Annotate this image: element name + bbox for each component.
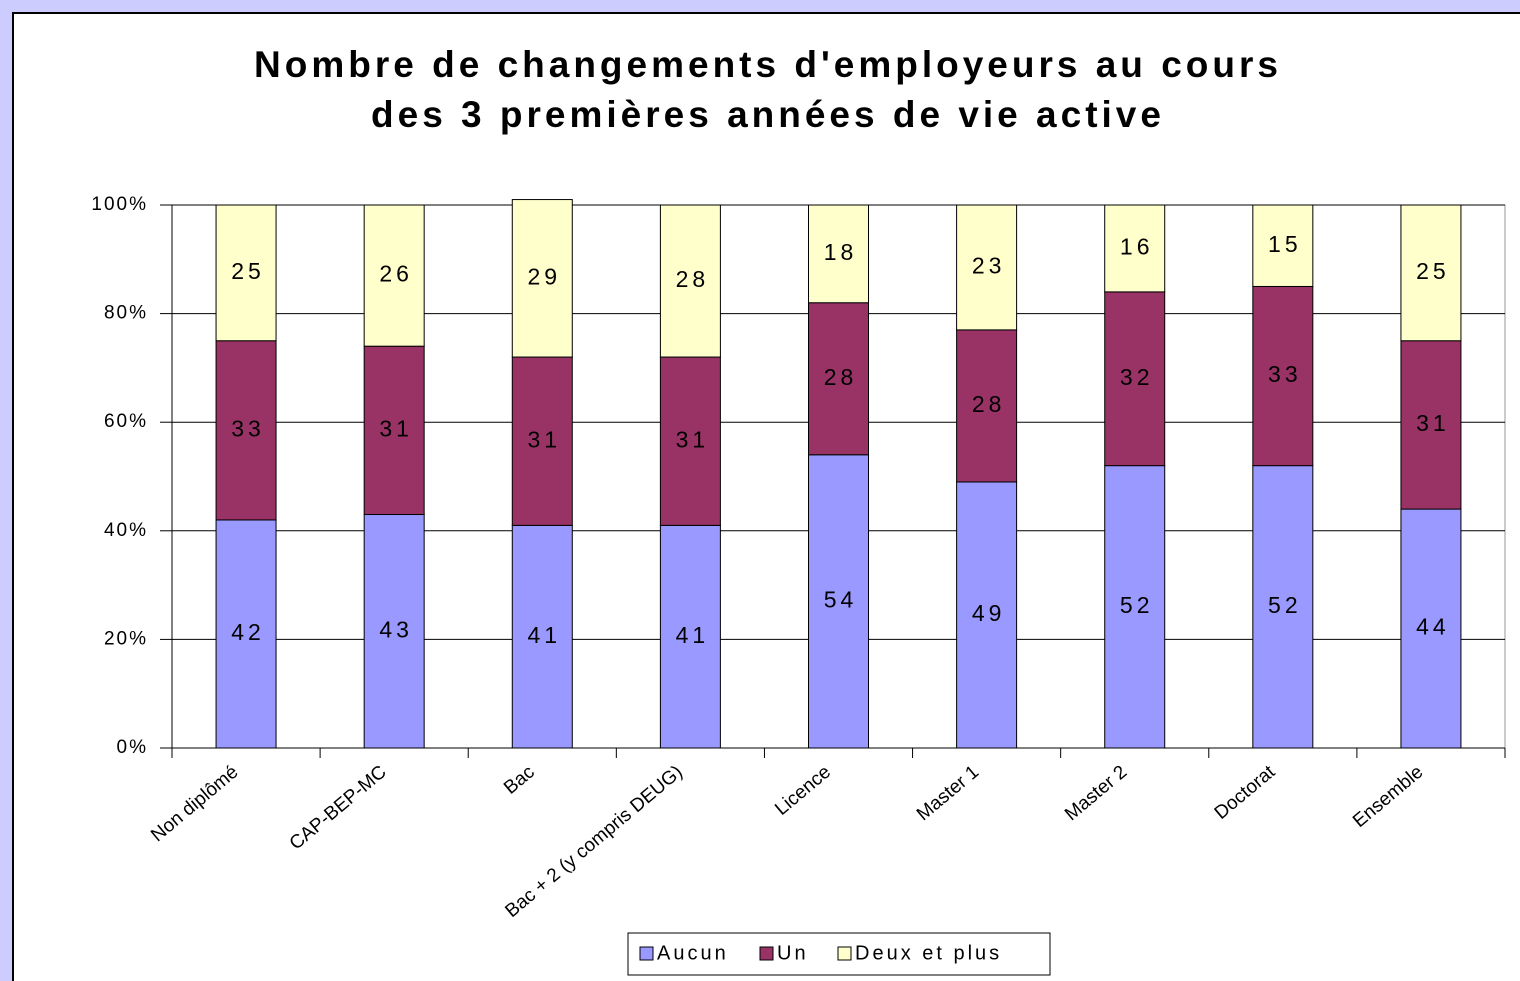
bar-segment (363, 514, 425, 749)
data-label: 31 (379, 415, 413, 441)
bar-segment (215, 519, 277, 749)
data-label: 42 (231, 619, 265, 645)
data-label: 54 (824, 586, 858, 612)
data-label: 28 (676, 266, 710, 292)
bar-segment (808, 454, 869, 749)
data-label: 28 (972, 391, 1006, 417)
bar-segment (956, 481, 1018, 749)
data-label: 25 (231, 258, 265, 284)
data-label: 23 (972, 253, 1006, 279)
bar-segment (215, 204, 277, 342)
legend-label: Un (777, 942, 809, 964)
bar-segment (363, 204, 425, 347)
data-label: 52 (1120, 592, 1154, 618)
data-label: 18 (824, 239, 858, 265)
legend-swatch (759, 946, 774, 961)
legend-swatch (837, 946, 852, 961)
data-label: 16 (1120, 234, 1154, 260)
bar-segment (1104, 291, 1166, 467)
data-label: 28 (824, 364, 858, 390)
legend-swatch (639, 946, 654, 961)
y-tick-label: 60% (104, 411, 148, 432)
bar-segment (956, 204, 1018, 331)
bar-segment (808, 302, 869, 456)
data-label: 44 (1416, 614, 1450, 640)
bar-segment (659, 356, 721, 526)
bar-segment (511, 199, 573, 358)
data-label: 43 (379, 616, 413, 642)
data-label: 31 (527, 426, 561, 452)
data-label: 25 (1416, 258, 1450, 284)
chart-title: Nombre de changements d'employeurs au co… (254, 44, 1282, 85)
bar-segment (1400, 508, 1462, 749)
data-label: 15 (1268, 231, 1302, 257)
y-tick-label: 80% (104, 303, 148, 324)
bar-segment (956, 329, 1018, 483)
bar-segment (808, 204, 869, 304)
bar-segment (215, 340, 277, 521)
chart-title: des 3 premières années de vie active (371, 94, 1165, 135)
data-label: 41 (527, 622, 561, 648)
bar-segment (511, 356, 573, 526)
data-label: 52 (1268, 592, 1302, 618)
data-label: 41 (676, 622, 710, 648)
data-label: 31 (1416, 410, 1450, 436)
data-label: 33 (1268, 361, 1302, 387)
bar-segment (1400, 340, 1462, 510)
bar-segment (1400, 204, 1462, 342)
bar-segment (659, 524, 721, 749)
y-tick-label: 40% (104, 520, 148, 541)
data-label: 31 (676, 426, 710, 452)
bar-segment (659, 204, 721, 358)
data-label: 32 (1120, 364, 1154, 390)
bar-segment (511, 524, 573, 749)
data-label: 29 (527, 263, 561, 289)
y-tick-label: 20% (104, 628, 148, 649)
bar-segment (1252, 204, 1314, 287)
bar-segment (1252, 285, 1314, 467)
legend-label: Deux et plus (855, 942, 1002, 964)
y-tick-label: 0% (117, 737, 148, 758)
y-tick-label: 100% (91, 194, 148, 215)
bar-segment (1104, 204, 1166, 293)
data-label: 49 (972, 600, 1006, 626)
bar-segment (363, 345, 425, 516)
legend-label: Aucun (657, 942, 729, 964)
bar-segment (1252, 465, 1314, 749)
data-label: 33 (231, 415, 265, 441)
bar-segment (1104, 465, 1166, 749)
data-label: 26 (379, 261, 413, 287)
